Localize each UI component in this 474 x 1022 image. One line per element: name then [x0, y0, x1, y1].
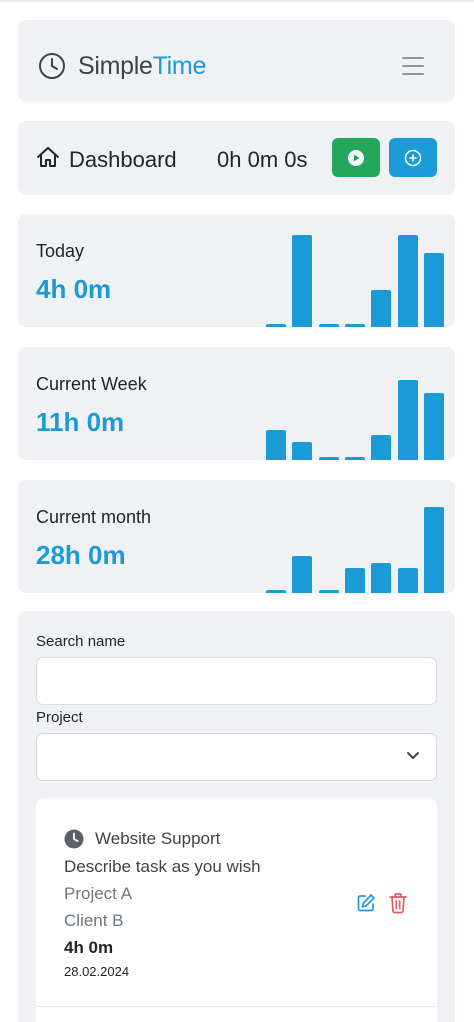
trash-icon[interactable] — [388, 892, 408, 914]
stat-label: Current Week — [36, 374, 147, 394]
top-divider — [0, 0, 474, 2]
stat-bar — [266, 324, 286, 327]
stat-bar — [292, 556, 313, 593]
page-title: Dashboard — [69, 147, 177, 172]
stat-bar — [371, 290, 392, 327]
task-duration: 4h 0m — [64, 938, 114, 957]
stat-card-today: Today 4h 0m — [18, 214, 455, 327]
stat-card-month: Current month 28h 0m — [18, 480, 455, 593]
stat-bar-chart — [266, 480, 446, 593]
start-timer-button[interactable] — [332, 138, 380, 177]
task-list-panel: Search name Project Website Support Desc… — [18, 611, 455, 1022]
stat-bar — [292, 235, 313, 327]
stat-bar — [318, 590, 339, 593]
stat-bar — [423, 393, 444, 460]
stat-bar — [266, 590, 286, 593]
add-entry-button[interactable] — [389, 138, 437, 177]
stat-bar — [266, 430, 286, 460]
stat-label: Today — [36, 241, 85, 261]
chevron-down-icon — [407, 752, 419, 759]
project-select[interactable] — [36, 733, 437, 781]
stat-bar — [371, 563, 392, 593]
play-icon — [348, 150, 364, 166]
stat-bar-chart — [266, 347, 446, 460]
task-description: Describe task as you wish — [64, 857, 261, 876]
search-input[interactable] — [36, 657, 437, 705]
stat-bar — [397, 380, 418, 460]
app-brand[interactable]: SimpleTime — [78, 51, 206, 81]
stat-bar — [423, 507, 444, 593]
stat-bar — [397, 235, 418, 327]
clock-icon — [39, 53, 65, 79]
plus-circle-icon — [404, 149, 422, 167]
project-label: Project — [36, 709, 83, 726]
clock-icon — [64, 829, 84, 849]
stat-value: 11h 0m — [36, 407, 125, 437]
stat-bar — [292, 442, 313, 460]
stat-bar — [318, 457, 339, 460]
stat-bar — [344, 457, 365, 460]
task-client: Client B — [64, 911, 124, 930]
stat-bar-chart — [266, 214, 446, 327]
brand-time: Time — [152, 52, 207, 80]
stat-bar — [318, 324, 339, 327]
stat-bar — [371, 435, 392, 460]
brand-simple: Simple — [78, 52, 153, 80]
stat-value: 4h 0m — [36, 274, 112, 304]
stat-value: 28h 0m — [36, 540, 126, 570]
task-project: Project A — [64, 884, 133, 903]
running-timer: 0h 0m 0s — [217, 147, 308, 172]
hamburger-menu-icon[interactable] — [402, 57, 424, 75]
task-divider — [36, 1006, 437, 1007]
task-name: Website Support — [95, 829, 221, 848]
stat-bar — [397, 568, 418, 593]
stat-bar — [344, 324, 365, 327]
task-card[interactable]: Website Support Describe task as you wis… — [36, 798, 437, 1022]
stat-bar — [344, 568, 365, 593]
dashboard-bar: Dashboard 0h 0m 0s — [18, 121, 455, 195]
search-label: Search name — [36, 633, 126, 650]
task-date: 28.02.2024 — [64, 964, 130, 979]
home-icon — [37, 147, 59, 167]
stat-label: Current month — [36, 507, 152, 527]
stat-card-week: Current Week 11h 0m — [18, 347, 455, 460]
stat-bar — [423, 253, 444, 327]
app-header: SimpleTime — [18, 20, 455, 102]
edit-icon[interactable] — [356, 893, 376, 913]
